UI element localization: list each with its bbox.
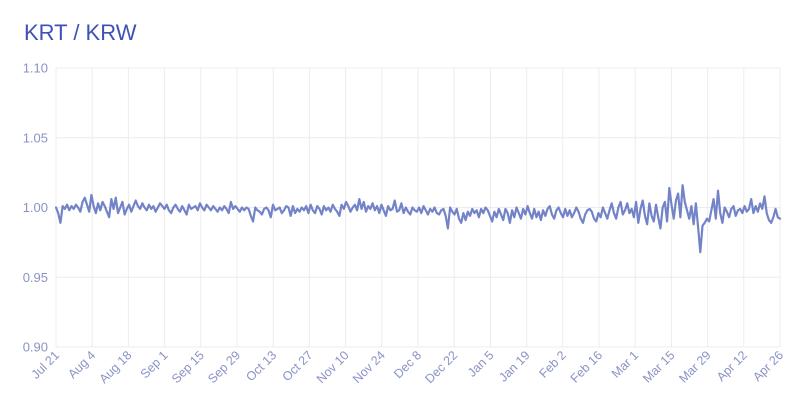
x-tick-label: Feb 16: [568, 348, 605, 385]
x-tick-label: Nov 10: [314, 348, 352, 386]
x-tick-label: Dec 8: [391, 348, 424, 381]
x-tick-label: Mar 29: [676, 348, 713, 385]
x-tick-label: Sep 29: [205, 348, 243, 386]
x-tick-label: Jan 5: [465, 348, 497, 380]
x-tick-label: Mar 15: [640, 348, 677, 385]
x-tick-label: Aug 18: [97, 348, 135, 386]
x-tick-label: Jan 19: [496, 348, 532, 384]
y-tick-label: 0.95: [23, 270, 48, 285]
y-axis-ticks: 1.10 1.05 1.00 0.95 0.90: [23, 61, 48, 355]
y-tick-label: 1.00: [23, 200, 48, 215]
x-tick-label: Dec 22: [422, 348, 460, 386]
x-tick-label: Sep 15: [169, 348, 207, 386]
x-tick-label: Aug 4: [65, 348, 98, 381]
chart-title: KRT / KRW: [24, 20, 137, 45]
series-line: [54, 184, 782, 254]
x-tick-label: Mar 1: [609, 348, 642, 381]
x-tick-label: Oct 13: [243, 348, 279, 384]
x-tick-label: Apr 26: [750, 348, 786, 384]
y-tick-label: 0.90: [23, 340, 48, 355]
x-tick-label: Apr 12: [714, 348, 750, 384]
series-layer: [54, 184, 782, 254]
x-tick-label: Oct 27: [280, 348, 316, 384]
x-tick-label: Feb 2: [536, 348, 569, 381]
y-tick-label: 1.05: [23, 130, 48, 145]
x-tick-label: Nov 24: [350, 348, 388, 386]
x-tick-label: Sep 1: [138, 348, 171, 381]
y-tick-label: 1.10: [23, 61, 48, 76]
